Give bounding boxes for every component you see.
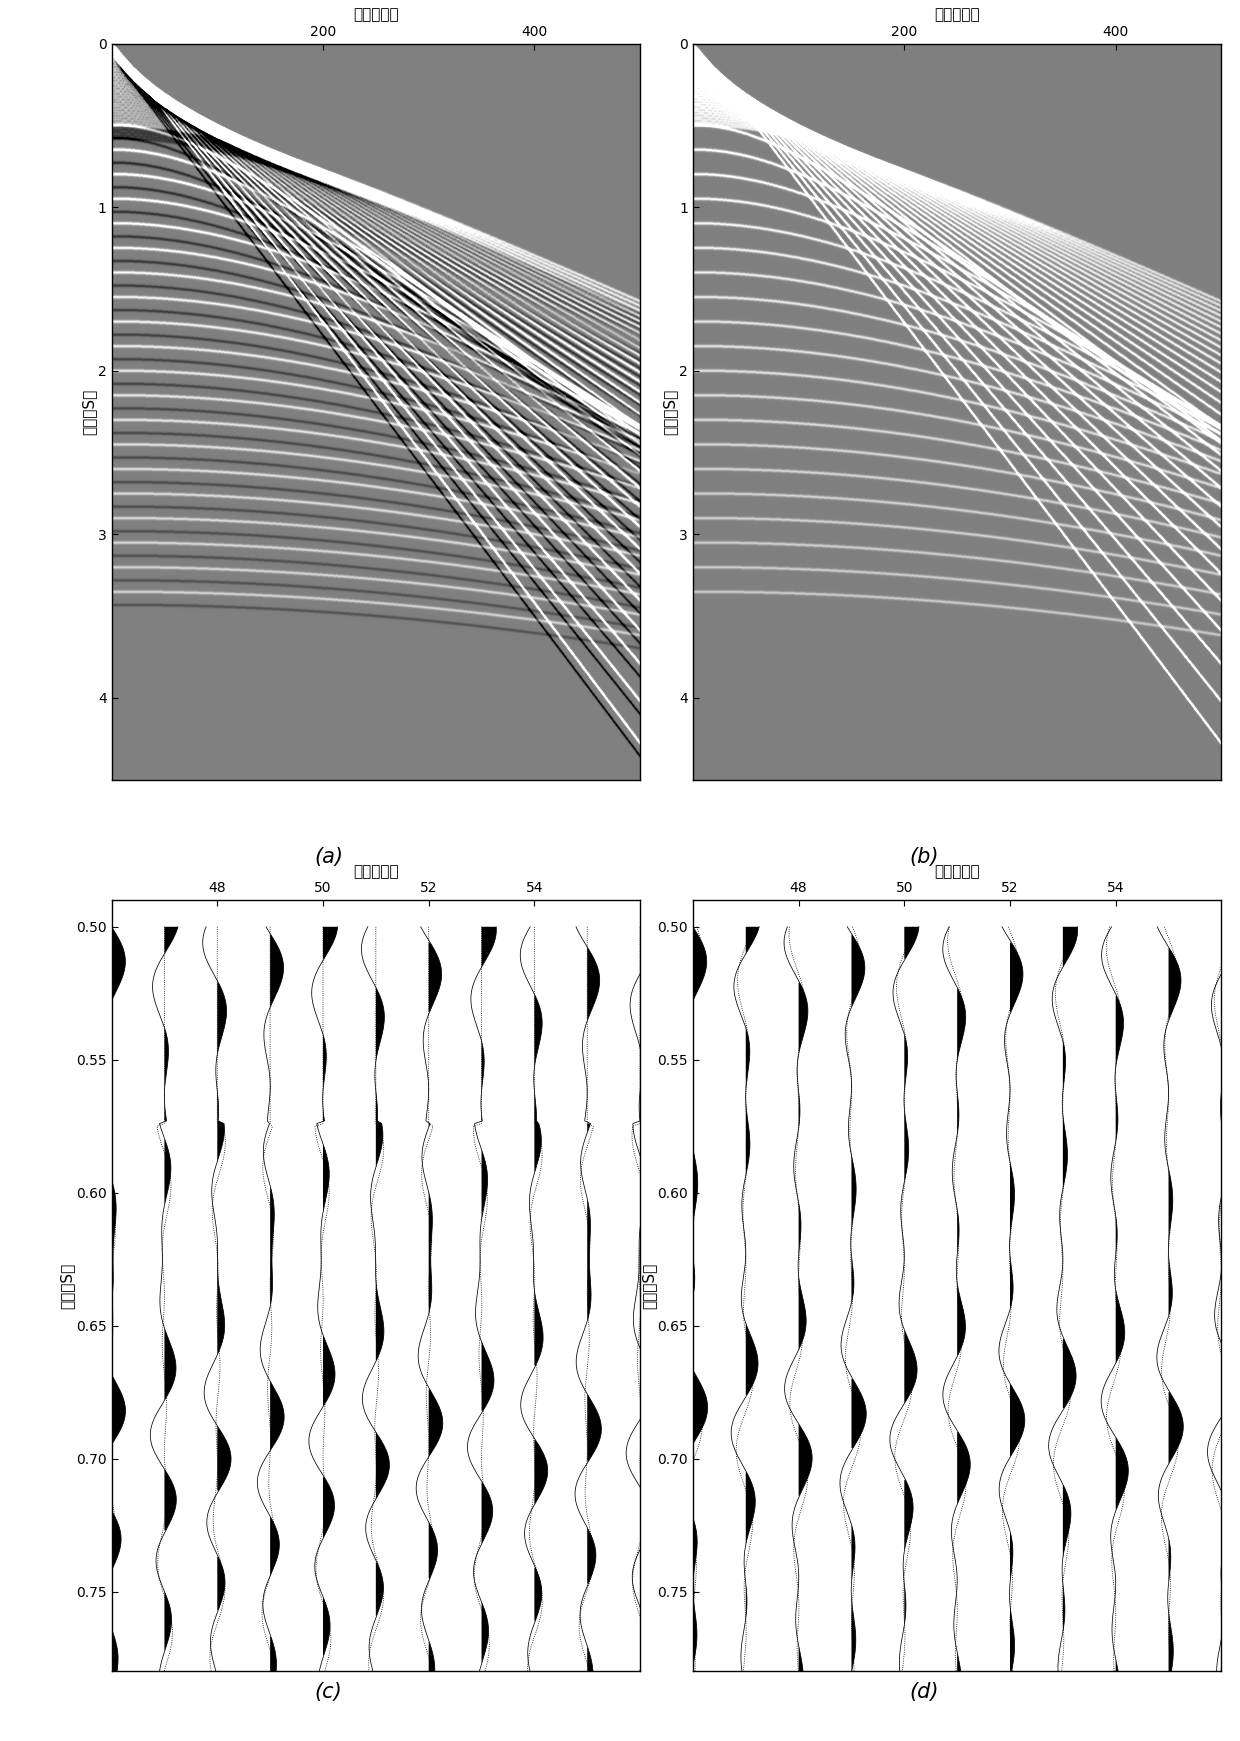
X-axis label: 地震道编号: 地震道编号 [935, 7, 980, 23]
Text: (d): (d) [909, 1682, 939, 1703]
Y-axis label: 时间（S）: 时间（S） [663, 388, 678, 435]
Y-axis label: 时间（S）: 时间（S） [82, 388, 97, 435]
X-axis label: 地震道编号: 地震道编号 [935, 864, 980, 879]
Text: (a): (a) [314, 846, 343, 867]
X-axis label: 地震道编号: 地震道编号 [353, 7, 398, 23]
Y-axis label: 时间（S）: 时间（S） [641, 1262, 656, 1309]
X-axis label: 地震道编号: 地震道编号 [353, 864, 398, 879]
Text: (b): (b) [909, 846, 939, 867]
Y-axis label: 时间（S）: 时间（S） [60, 1262, 74, 1309]
Text: (c): (c) [315, 1682, 342, 1703]
